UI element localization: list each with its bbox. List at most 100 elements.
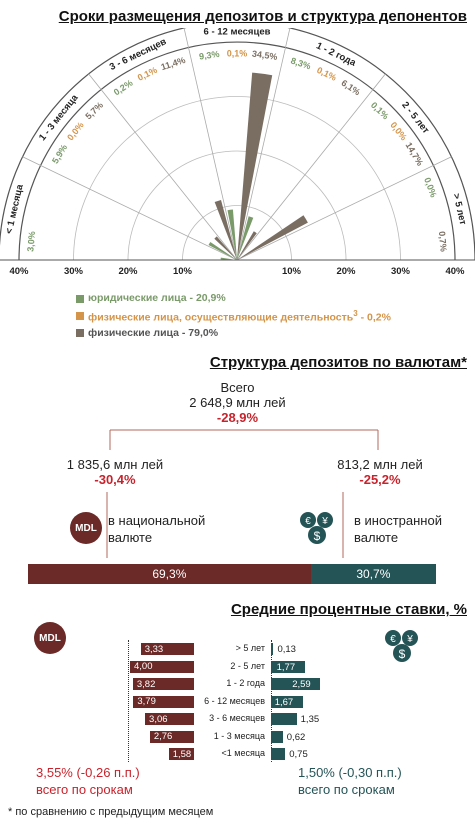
rate-bar-mdl: 4,00	[130, 660, 194, 673]
wedge-individual-2	[214, 199, 237, 260]
rate-bar-mdl: 3,33	[140, 643, 194, 655]
rate-category-label: 3 - 6 месяцев	[209, 713, 265, 723]
rate-category-label: 1 - 2 года	[226, 678, 265, 688]
wedge-individual-6	[237, 259, 241, 260]
label-entrepreneur-4: 0,1%	[315, 65, 338, 83]
spoke-2	[88, 73, 238, 261]
currency-connector-lines	[106, 429, 379, 558]
rate-bar-foreign	[271, 748, 286, 760]
currency-share-bar: 69,3% 30,7%	[28, 564, 436, 584]
wedge-legal-2	[236, 259, 237, 260]
share-foreign-segment: 30,7%	[310, 564, 436, 584]
ring-20	[127, 150, 347, 261]
rate-value-foreign: 1,77	[276, 661, 296, 673]
mdl-badge: MDL	[70, 512, 102, 544]
axis-tick-label-7: 40%	[445, 266, 465, 277]
ring-10	[182, 205, 292, 261]
mdl-total: 1 835,6 млн лей -30,4%	[60, 457, 170, 487]
wedge-legal-4	[237, 216, 254, 260]
rate-category-label: 2 - 5 лет	[230, 660, 265, 671]
foreign-change: -25,2%	[359, 472, 401, 487]
svg-text:€: €	[305, 516, 311, 527]
legend-label-entrepreneur-name: физические лица, осуществляющие деятельн…	[88, 311, 354, 324]
rate-category-label: > 5 лет	[235, 643, 265, 653]
spoke-5	[236, 73, 386, 261]
label-legal-2: 0,2%	[112, 78, 135, 98]
svg-text:$: $	[314, 529, 321, 543]
wedge-individual-1	[214, 236, 237, 260]
rate-category-label: 1 - 3 месяца	[213, 730, 265, 741]
spoke-1	[22, 156, 238, 261]
rate-value-foreign: 1,35	[300, 714, 320, 725]
label-entrepreneur-3: 0,1%	[227, 48, 248, 58]
sector-label-0: < 1 месяца	[4, 183, 26, 235]
rates-foreign-summary-note: всего по срокам	[298, 782, 395, 797]
rates-mdl-summary-note: всего по срокам	[36, 782, 133, 797]
label-individual-6: 0,7%	[437, 231, 449, 252]
legend-label-entrepreneur-sup: 3	[353, 309, 358, 318]
rate-bar-foreign	[271, 695, 303, 708]
rate-bar-mdl: 3,79	[133, 695, 194, 708]
share-mdl-segment: 69,3%	[28, 564, 311, 584]
svg-text:¥: ¥	[321, 516, 328, 527]
label-legal-6: 0,0%	[422, 176, 439, 199]
spoke-6	[236, 156, 452, 261]
foreign-value: 813,2 млн лей	[337, 457, 423, 472]
foreign-total: 813,2 млн лей -25,2%	[325, 457, 435, 487]
label-entrepreneur-5: 0,0%	[388, 120, 409, 142]
rate-bar-foreign	[271, 678, 321, 690]
axis-tick-label-1: 30%	[64, 266, 84, 277]
label-entrepreneur-1: 0,0%	[65, 120, 86, 142]
total-change: -28,9%	[216, 410, 259, 425]
total-value: 2 648,9 млн лей	[189, 395, 286, 410]
label-entrepreneur-2: 0,1%	[136, 65, 159, 83]
rates-mdl-summary: 3,55% (-0,26 п.п.)	[36, 765, 140, 780]
wedge-individual-5	[237, 215, 308, 260]
axis-tick-label-5: 20%	[336, 266, 356, 277]
legend-label-individual: физические лица - 79,0%	[88, 326, 219, 339]
ring-40	[18, 41, 456, 261]
ring-30	[73, 96, 401, 261]
legend-label-entrepreneur-suffix: - 0,2%	[357, 311, 391, 324]
wedge-individual-4	[237, 231, 257, 260]
svg-text:€: €	[390, 634, 396, 645]
svg-text:¥: ¥	[406, 634, 413, 645]
rates-guide-right	[271, 640, 272, 762]
rates-foreign-currency-icon: € ¥ $	[385, 630, 418, 662]
label-individual-4: 6,1%	[340, 78, 363, 98]
legend-swatch-legal	[76, 294, 84, 303]
legend-swatch-individual	[76, 329, 84, 337]
rate-bar-mdl: 1,58	[168, 748, 194, 760]
currency-total: Всего 2 648,9 млн лей -28,9%	[150, 380, 325, 425]
mdl-label: в национальной валюте	[108, 513, 206, 545]
label-legal-0: 3,0%	[25, 231, 37, 252]
maturity-legend: юридические лица - 20,9% физические лица…	[76, 291, 391, 341]
wedge-legal-0	[220, 257, 237, 260]
wedge-legal-1	[208, 242, 237, 260]
axis-tick-label-2: 20%	[118, 266, 138, 277]
rate-value-foreign: 0,62	[286, 731, 306, 743]
label-individual-2: 11,4%	[160, 55, 187, 72]
label-legal-3: 9,3%	[198, 49, 220, 62]
rate-category-label: 6 - 12 месяцев	[204, 695, 265, 706]
footnote: * по сравнению с предыдущим месяцем	[8, 806, 214, 818]
legend-swatch-entrepreneur	[76, 311, 84, 320]
rate-category-label: <1 месяца	[221, 748, 266, 758]
svg-text:$: $	[399, 647, 406, 661]
label-individual-3: 34,5%	[251, 49, 278, 62]
label-legal-1: 5,9%	[50, 143, 69, 166]
total-label: Всего	[220, 380, 255, 395]
legend-item-individual: физические лица - 79,0%	[76, 326, 391, 341]
rate-bar-foreign	[271, 713, 297, 725]
label-legal-4: 8,3%	[290, 56, 313, 72]
rates-guide-left	[128, 640, 129, 762]
legend-item-legal: юридические лица - 20,9%	[76, 291, 391, 306]
maturity-title: Сроки размещения депозитов и структура д…	[58, 8, 467, 25]
axis-tick-label-3: 10%	[173, 266, 193, 277]
rate-value-foreign: 0,75	[289, 749, 308, 760]
rate-bar-mdl: 3,06	[145, 713, 194, 725]
foreign-currency-icon: € ¥ $	[300, 512, 333, 544]
rates-mdl-badge: MDL	[34, 622, 66, 654]
foreign-label: в иностранной валюте	[354, 513, 442, 545]
legend-label-legal: юридические лица - 20,9%	[88, 292, 226, 304]
